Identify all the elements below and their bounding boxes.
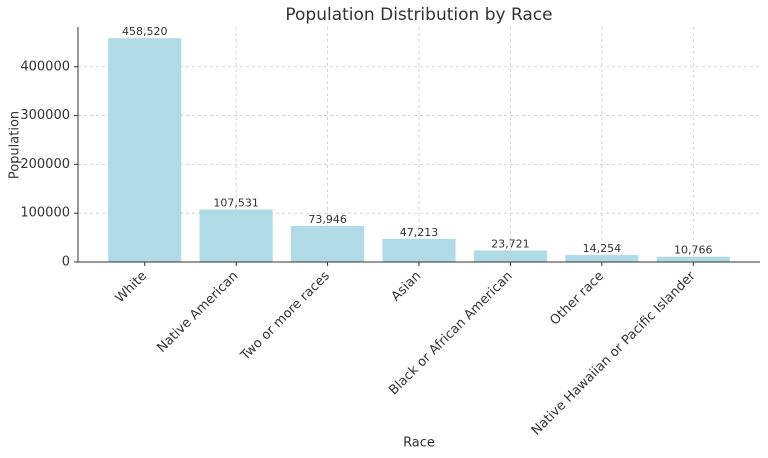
x-tick-label: Two or more races — [237, 269, 333, 365]
chart-title: Population Distribution by Race — [285, 5, 552, 25]
y-tick-label: 300000 — [20, 108, 70, 123]
data-label: 14,254 — [583, 242, 622, 255]
x-tick-label: Asian — [389, 269, 425, 305]
data-label: 10,766 — [674, 244, 713, 257]
x-axis-label: Race — [403, 436, 435, 451]
data-label: 458,520 — [122, 25, 168, 38]
data-label: 23,721 — [491, 237, 530, 250]
bar — [291, 225, 365, 262]
bar — [473, 250, 547, 262]
y-tick-label: 100000 — [20, 206, 70, 221]
y-tick-label: 0 — [62, 255, 70, 270]
y-axis-label: Population — [8, 111, 23, 179]
bar — [382, 238, 456, 262]
data-label: 107,531 — [213, 197, 259, 210]
data-label: 47,213 — [400, 226, 439, 239]
data-label: 73,946 — [308, 213, 347, 226]
x-tick-label: Native American — [154, 269, 241, 356]
bar — [108, 38, 182, 262]
x-tick-label: Native Hawaiian or Pacific Islander — [529, 268, 699, 438]
y-tick-label: 400000 — [20, 59, 70, 74]
bar — [199, 209, 273, 262]
bar — [656, 256, 730, 262]
y-tick-label: 200000 — [20, 157, 70, 172]
bar — [565, 255, 639, 262]
x-tick-label: Other race — [547, 269, 607, 329]
x-tick-label: White — [113, 269, 150, 306]
